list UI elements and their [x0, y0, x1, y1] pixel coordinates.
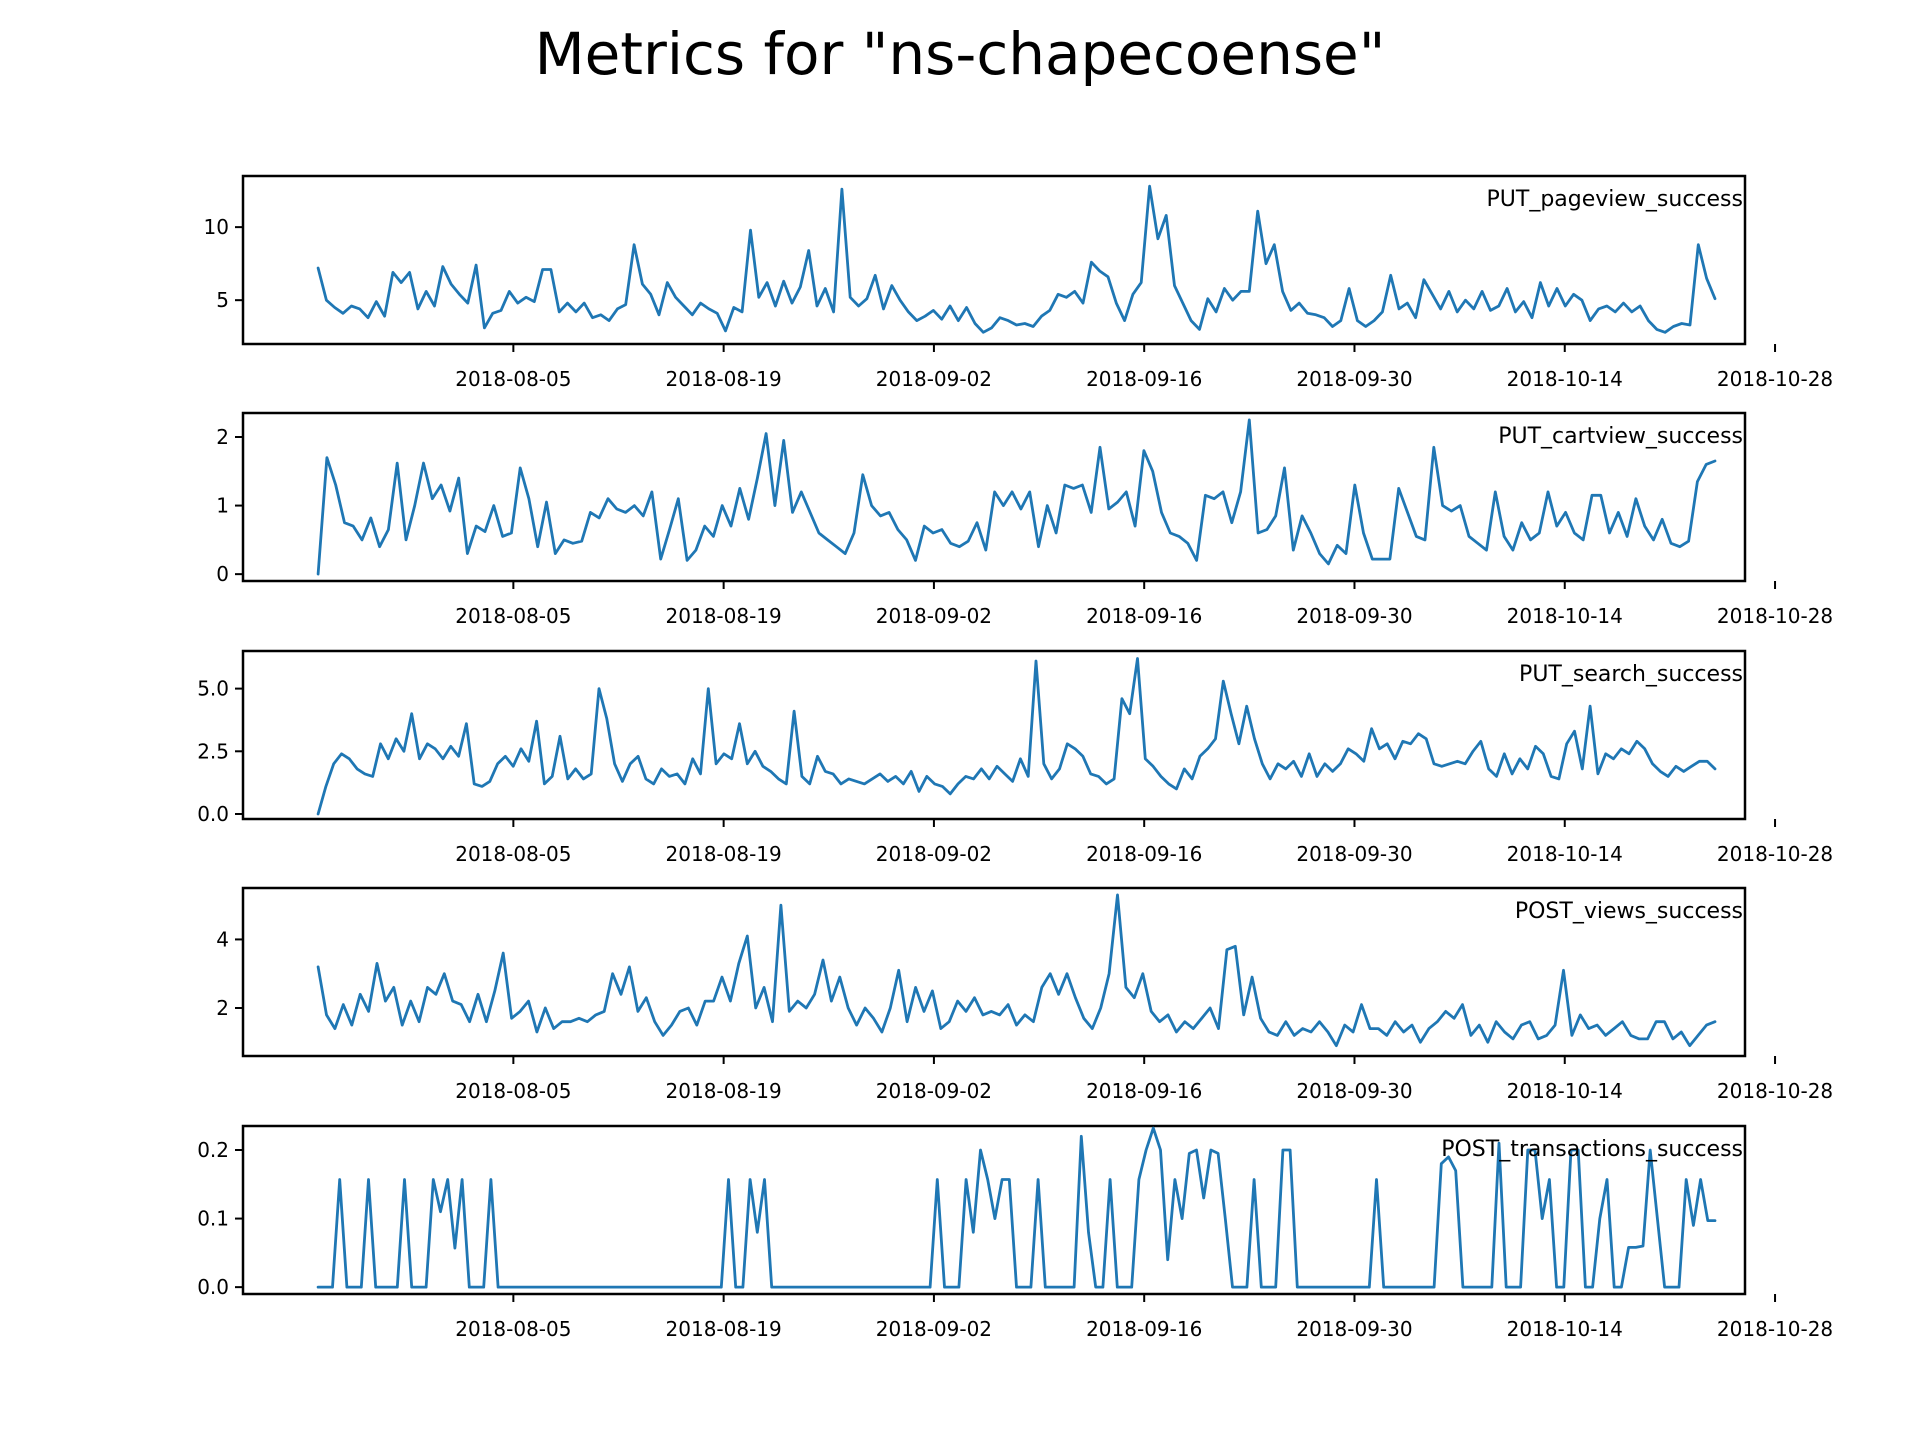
- x-tick-label: 2018-09-16: [1086, 1079, 1202, 1103]
- x-tick-label: 2018-10-28: [1717, 367, 1833, 391]
- x-tick-label: 2018-09-02: [876, 842, 992, 866]
- y-tick-label: 5: [216, 288, 229, 312]
- y-tick-label: 10: [204, 215, 229, 239]
- series-label: PUT_cartview_success: [1498, 424, 1743, 449]
- x-tick-label: 2018-09-16: [1086, 1317, 1202, 1341]
- panel-frame: [241, 1124, 1747, 1296]
- x-tick-label: 2018-09-16: [1086, 842, 1202, 866]
- series-line: [316, 418, 1717, 576]
- y-tick-label: 2: [216, 996, 229, 1020]
- y-tick-label: 5.0: [197, 677, 229, 701]
- x-tick-label: 2018-09-30: [1296, 1317, 1412, 1341]
- y-tick-label: 4: [216, 927, 229, 951]
- x-tick-label: 2018-09-02: [876, 367, 992, 391]
- y-tick-label: 0.1: [197, 1207, 229, 1231]
- series-line: [316, 1126, 1717, 1289]
- panel-frame: [241, 649, 1747, 821]
- x-tick-label: 2018-09-02: [876, 604, 992, 628]
- x-tick-label: 2018-08-05: [455, 1079, 571, 1103]
- x-tick-label: 2018-09-30: [1296, 842, 1412, 866]
- series-label: PUT_pageview_success: [1487, 187, 1743, 212]
- x-tick-label: 2018-10-14: [1507, 367, 1623, 391]
- y-tick-label: 2: [216, 425, 229, 449]
- x-tick-label: 2018-08-05: [455, 367, 571, 391]
- panel-frame: [241, 174, 1747, 346]
- x-tick-label: 2018-09-30: [1296, 1079, 1412, 1103]
- x-tick-label: 2018-08-19: [666, 842, 782, 866]
- x-tick-label: 2018-10-28: [1717, 1317, 1833, 1341]
- series-label: PUT_search_success: [1519, 662, 1743, 687]
- x-tick-label: 2018-10-14: [1507, 842, 1623, 866]
- panel-frame: [241, 886, 1747, 1058]
- series-line: [316, 184, 1717, 334]
- y-tick-label: 2.5: [197, 739, 229, 763]
- x-tick-label: 2018-09-16: [1086, 604, 1202, 628]
- x-tick-label: 2018-08-19: [666, 604, 782, 628]
- x-tick-label: 2018-09-02: [876, 1079, 992, 1103]
- series-line: [316, 893, 1717, 1048]
- y-tick-label: 0.0: [197, 802, 229, 826]
- x-tick-label: 2018-08-05: [455, 1317, 571, 1341]
- y-tick-label: 1: [216, 494, 229, 518]
- x-tick-label: 2018-10-14: [1507, 604, 1623, 628]
- x-tick-label: 2018-10-28: [1717, 604, 1833, 628]
- series-line: [316, 657, 1717, 816]
- x-tick-label: 2018-09-30: [1296, 367, 1412, 391]
- x-tick-label: 2018-09-30: [1296, 604, 1412, 628]
- figure-title: Metrics for "ns-chapecoense": [534, 20, 1386, 88]
- x-tick-label: 2018-10-28: [1717, 1079, 1833, 1103]
- x-tick-label: 2018-08-19: [666, 367, 782, 391]
- series-label: POST_views_success: [1515, 899, 1743, 924]
- x-tick-label: 2018-10-14: [1507, 1317, 1623, 1341]
- x-tick-label: 2018-08-05: [455, 604, 571, 628]
- x-tick-label: 2018-08-05: [455, 842, 571, 866]
- x-tick-label: 2018-09-02: [876, 1317, 992, 1341]
- x-tick-label: 2018-10-28: [1717, 842, 1833, 866]
- x-tick-label: 2018-08-19: [666, 1079, 782, 1103]
- y-tick-label: 0.0: [197, 1275, 229, 1299]
- x-tick-label: 2018-08-19: [666, 1317, 782, 1341]
- x-tick-label: 2018-10-14: [1507, 1079, 1623, 1103]
- panel-frame: [241, 411, 1747, 583]
- y-tick-label: 0: [216, 562, 229, 586]
- series-label: POST_transactions_success: [1441, 1137, 1743, 1162]
- y-tick-label: 0.2: [197, 1138, 229, 1162]
- x-tick-label: 2018-09-16: [1086, 367, 1202, 391]
